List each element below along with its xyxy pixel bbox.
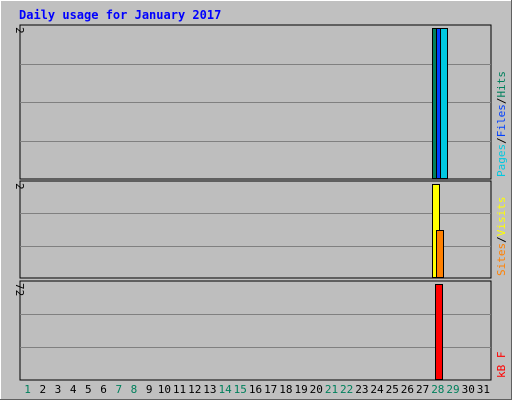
x-tick-label: 26	[401, 383, 414, 396]
panel-kbytes: 72 kB F	[13, 281, 508, 380]
legend-entry: Visits	[495, 197, 508, 237]
x-tick-label: 31	[477, 383, 490, 396]
x-tick-label: 30	[462, 383, 475, 396]
x-tick-label: 14	[218, 383, 232, 396]
x-tick-label: 11	[173, 383, 186, 396]
legend-entry: Pages	[495, 144, 508, 177]
x-tick-label: 24	[370, 383, 384, 396]
x-tick-label: 22	[340, 383, 353, 396]
legend-entry: Sites	[495, 243, 508, 276]
bar-sites-day-28	[437, 231, 444, 278]
x-tick-label: 13	[203, 383, 216, 396]
x-tick-label: 8	[131, 383, 138, 396]
chart-title: Daily usage for January 2017	[19, 8, 221, 22]
legend-separator: /	[495, 98, 508, 105]
bar-kb-f-day-28	[436, 285, 443, 380]
x-tick-label: 19	[294, 383, 307, 396]
x-tick-label: 5	[85, 383, 92, 396]
x-tick-label: 12	[188, 383, 201, 396]
x-tick-label: 2	[39, 383, 46, 396]
legend-separator: /	[495, 137, 508, 144]
x-tick-label: 6	[100, 383, 107, 396]
legend-entry: kB F	[495, 352, 508, 379]
x-tick-label: 1	[24, 383, 31, 396]
x-tick-label: 17	[264, 383, 277, 396]
x-tick-label: 7	[115, 383, 122, 396]
panel-visits-sites: 2 Sites/Visits	[13, 181, 508, 278]
x-tick-label: 9	[146, 383, 153, 396]
x-tick-label: 23	[355, 383, 368, 396]
x-tick-label: 27	[416, 383, 429, 396]
plot-area-kbytes	[20, 281, 491, 380]
x-tick-label: 29	[446, 383, 459, 396]
x-tick-label: 16	[249, 383, 262, 396]
legend-entry: Hits	[495, 71, 508, 98]
x-tick-label: 10	[158, 383, 171, 396]
y-max-label-hits-files-pages: 2	[13, 27, 26, 34]
x-tick-label: 15	[234, 383, 247, 396]
legend-entry: Files	[495, 104, 508, 137]
legend-separator: /	[495, 236, 508, 243]
x-tick-label: 28	[431, 383, 444, 396]
x-tick-label: 20	[310, 383, 323, 396]
legend-visits-sites: Sites/Visits	[495, 197, 508, 277]
x-tick-label: 4	[70, 383, 77, 396]
bar-pages-day-28	[441, 29, 448, 179]
y-max-label-kbytes: 72	[13, 283, 26, 296]
legend-kbytes: kB F	[495, 352, 508, 379]
x-tick-label: 21	[325, 383, 338, 396]
x-tick-label: 18	[279, 383, 292, 396]
y-max-label-visits-sites: 2	[13, 183, 26, 190]
plot-area-visits-sites	[20, 181, 491, 278]
x-tick-label: 3	[55, 383, 62, 396]
x-tick-label: 25	[386, 383, 399, 396]
legend-hits-files-pages: Pages/Files/Hits	[495, 71, 508, 177]
